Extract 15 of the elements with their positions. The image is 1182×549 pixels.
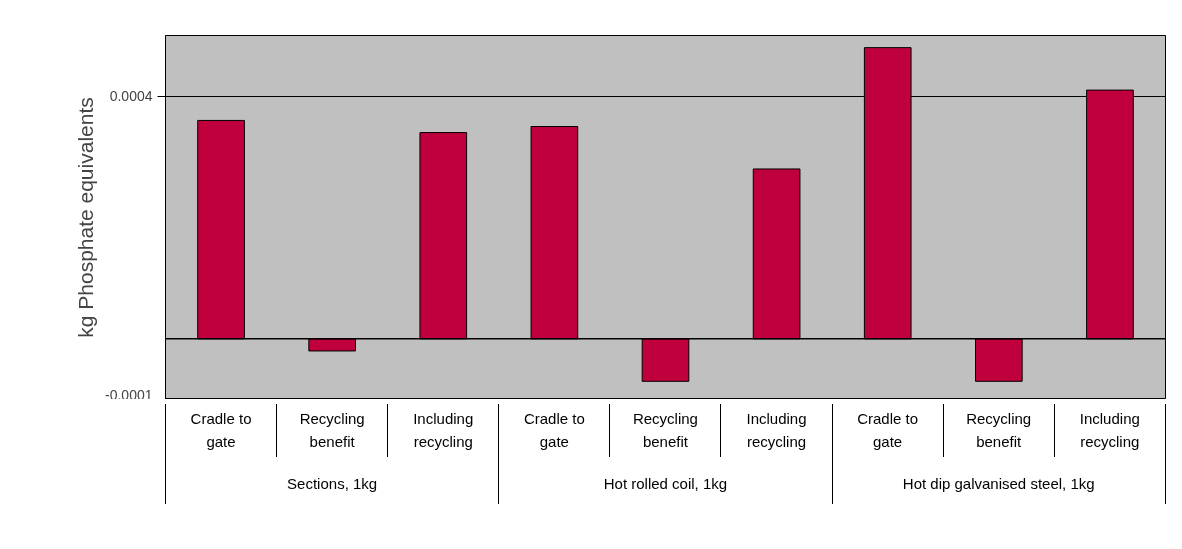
x-tick-label: Cradle to gate <box>832 404 944 457</box>
x-tick-label: Recycling benefit <box>276 404 388 457</box>
text: Hot rolled coil, 1kg <box>498 457 833 505</box>
x-tick-label: Recycling benefit <box>609 404 721 457</box>
x-tick-label: Cradle to gate <box>165 404 277 457</box>
x-tick-label: Including recycling <box>720 404 833 457</box>
y-tick-label: 0.0004 <box>109 88 153 105</box>
text: Hot dip galvanised steel, 1kg <box>832 457 1166 505</box>
x-tick-label: Recycling benefit <box>943 404 1055 457</box>
y-tick-label: -0.0001 <box>105 386 153 403</box>
x-tick-label: Cradle to gate <box>498 404 610 457</box>
x-tick-label: Including recycling <box>387 404 499 457</box>
text: Sections, 1kg <box>165 457 499 505</box>
y-axis-title: kg Phosphate equivalents <box>74 97 98 338</box>
x-tick-label: Including recycling <box>1054 404 1166 457</box>
